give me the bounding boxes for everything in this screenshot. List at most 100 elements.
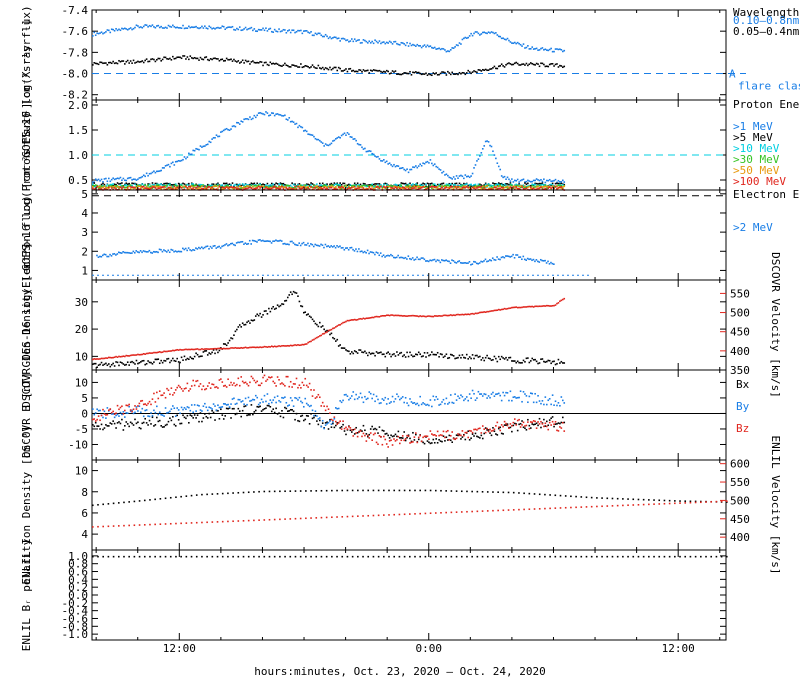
data-point <box>506 188 509 191</box>
data-point <box>289 291 292 293</box>
data-point <box>342 321 344 324</box>
data-point <box>375 186 378 188</box>
data-point <box>253 114 256 117</box>
data-point <box>265 346 267 348</box>
data-point <box>332 327 334 330</box>
data-point <box>195 247 197 249</box>
data-point <box>100 183 103 186</box>
data-point <box>445 436 448 439</box>
data-point <box>499 35 502 38</box>
data-point <box>265 310 267 312</box>
data-point <box>232 492 234 494</box>
data-point <box>263 188 266 191</box>
data-point <box>298 185 301 187</box>
data-point <box>142 352 145 355</box>
data-point <box>464 36 467 39</box>
data-point <box>383 430 385 432</box>
data-point <box>388 40 391 43</box>
data-point <box>393 435 395 437</box>
data-point <box>442 71 445 73</box>
data-point <box>92 526 94 528</box>
data-point <box>122 251 124 253</box>
data-point <box>196 404 199 407</box>
data-point <box>272 31 275 33</box>
data-point <box>575 495 577 498</box>
data-point <box>128 177 130 179</box>
data-point <box>161 185 164 187</box>
data-point <box>105 357 107 359</box>
data-point <box>515 61 518 64</box>
y-tick-label: 6 <box>81 507 88 520</box>
data-point <box>476 160 478 162</box>
data-point <box>93 182 96 184</box>
data-point <box>304 311 307 313</box>
data-point <box>559 181 561 183</box>
data-point <box>375 441 378 444</box>
data-point <box>209 245 212 248</box>
data-point <box>304 397 307 400</box>
data-point <box>407 435 410 438</box>
data-point <box>195 147 197 150</box>
data-point <box>291 186 293 188</box>
series-1 <box>92 111 566 184</box>
data-point <box>172 405 174 407</box>
data-point <box>329 183 331 186</box>
data-point <box>230 128 232 130</box>
data-point <box>383 70 385 73</box>
data-point <box>380 184 382 186</box>
data-point <box>387 314 389 317</box>
data-point <box>527 421 529 423</box>
data-point <box>177 361 180 363</box>
data-point <box>689 500 692 503</box>
data-point <box>480 185 483 188</box>
data-point <box>438 185 440 187</box>
y2-tick-label: 550 <box>730 287 750 300</box>
data-point <box>463 37 465 40</box>
data-point <box>412 71 414 74</box>
data-point <box>124 184 126 186</box>
data-point <box>547 187 550 189</box>
data-point <box>225 344 228 347</box>
data-point <box>349 427 352 429</box>
data-point <box>103 178 106 180</box>
data-point <box>149 251 152 254</box>
data-point <box>345 68 347 70</box>
data-point <box>422 182 424 185</box>
data-point <box>129 188 132 190</box>
data-point <box>442 435 445 438</box>
data-point <box>500 175 503 177</box>
data-point <box>100 361 103 364</box>
data-point <box>230 381 232 384</box>
data-point <box>377 41 379 44</box>
data-point <box>521 306 523 309</box>
data-point <box>225 347 228 350</box>
data-point <box>190 494 193 497</box>
data-point <box>490 188 493 190</box>
data-point <box>439 48 442 51</box>
data-point <box>336 69 339 72</box>
data-point <box>445 397 448 400</box>
data-point <box>483 393 486 395</box>
data-point <box>525 306 528 308</box>
data-point <box>535 47 538 50</box>
data-point <box>554 182 557 185</box>
data-point <box>527 186 529 189</box>
data-point <box>495 157 497 160</box>
data-point <box>304 343 307 345</box>
data-point <box>428 162 430 164</box>
data-point <box>543 360 545 363</box>
y-axis-label: GOES-16 log(X-ray flux) [W m⁻²] <box>20 0 33 158</box>
data-point <box>119 361 122 364</box>
data-point <box>492 150 494 153</box>
data-point <box>441 353 443 356</box>
data-point <box>511 178 513 180</box>
data-point <box>455 175 458 177</box>
data-point <box>208 25 211 28</box>
data-point <box>369 392 372 395</box>
data-point <box>107 255 110 258</box>
data-point <box>222 182 225 185</box>
data-point <box>153 170 155 173</box>
data-point <box>152 250 155 253</box>
data-point <box>246 347 248 349</box>
data-point <box>393 184 395 187</box>
